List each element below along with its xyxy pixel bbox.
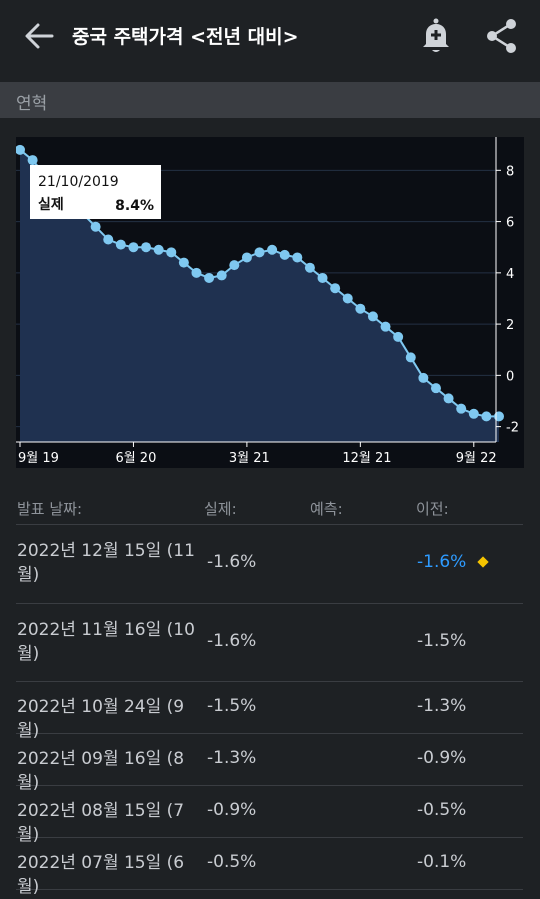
header-forecast: 예측:: [310, 500, 343, 518]
tooltip-box: [30, 165, 161, 219]
data-point: [178, 257, 189, 268]
data-point: [405, 352, 416, 363]
data-point: [330, 283, 341, 294]
data-point: [267, 244, 278, 255]
y-tick-label: 2: [506, 318, 514, 333]
y-tick-label: 6: [506, 216, 514, 231]
app-bar: 중국 주택가격 <전년 대비>: [0, 0, 540, 72]
data-point: [16, 144, 25, 155]
header-previous: 이전:: [416, 500, 449, 518]
data-point: [90, 221, 101, 232]
data-point: [166, 247, 177, 258]
data-point: [128, 242, 139, 253]
data-point: [27, 155, 38, 166]
row-date: 2022년 07월 15일 (6월): [17, 853, 185, 897]
tooltip-label: 실제: [38, 197, 64, 213]
data-point: [355, 303, 366, 314]
row-date: 2022년 09월 16일 (8월): [17, 749, 185, 793]
data-point: [254, 247, 265, 258]
row-previous: -1.5%: [417, 631, 467, 651]
x-tick-label: 6월 20: [115, 451, 156, 466]
tooltip-date: 21/10/2019: [38, 174, 119, 190]
data-point: [418, 372, 429, 383]
data-point: [279, 249, 290, 260]
row-actual: -0.5%: [207, 852, 257, 872]
x-tick-label: 3월 21: [229, 451, 270, 466]
section-header: 연혁: [0, 82, 540, 118]
table-row[interactable]: 2022년 12월 15일 (11월) -1.6% -1.6%: [16, 525, 523, 604]
section-label: 연혁: [16, 94, 48, 114]
revision-diamond-icon: [477, 556, 489, 568]
history-chart[interactable]: 8 6 4 2 0 -2 9월 19 6월 20 3월 21 12월 21 9월 22 21/10/2…: [16, 137, 524, 468]
row-date: 2022년 10월 24일 (9월): [17, 697, 185, 741]
table-row[interactable]: 2022년 11월 16일 (10월) -1.6% -1.5%: [16, 604, 523, 682]
data-point: [443, 393, 454, 404]
y-tick-label: 0: [506, 369, 514, 384]
row-previous: -0.9%: [417, 748, 467, 768]
data-point: [241, 252, 252, 263]
y-tick-label: -2: [506, 421, 519, 436]
data-point: [292, 252, 303, 263]
data-point: [380, 321, 391, 332]
data-point: [367, 311, 378, 322]
area-fill: [20, 149, 499, 442]
data-point: [317, 272, 328, 283]
row-actual: -1.6%: [207, 552, 257, 572]
data-point: [468, 408, 479, 419]
data-point: [430, 383, 441, 394]
row-previous: -1.3%: [417, 696, 467, 716]
table-row[interactable]: 2022년 07월 15일 (6월) -0.5% -0.1%: [16, 838, 523, 897]
y-tick-label: 8: [506, 164, 514, 179]
row-previous: -1.6%: [417, 552, 467, 572]
row-previous: -0.1%: [417, 852, 467, 872]
row-date: 2022년 12월 15일 (11월): [17, 541, 195, 585]
release-table: 발표 날짜: 실제: 예측: 이전: 2022년 12월 15일 (11월) -1…: [16, 492, 523, 897]
table-row[interactable]: 2022년 09월 16일 (8월) -1.3% -0.9%: [16, 734, 523, 793]
data-point: [456, 403, 467, 414]
tooltip-value: 8.4%: [115, 198, 154, 214]
row-previous: -0.5%: [417, 800, 467, 820]
data-point: [115, 239, 126, 250]
x-tick-label: 9월 22: [456, 451, 497, 466]
header-actual: 실제:: [204, 500, 237, 518]
arrow-left-icon[interactable]: [18, 14, 62, 58]
x-tick-label: 9월 19: [18, 451, 59, 466]
data-point: [304, 262, 315, 273]
table-row[interactable]: 2022년 10월 24일 (9월) -1.5% -1.3%: [16, 682, 523, 741]
table-header: 발표 날짜: 실제: 예측: 이전:: [16, 492, 523, 525]
row-date: 2022년 11월 16일 (10월): [17, 620, 195, 664]
data-point: [342, 293, 353, 304]
data-point: [393, 331, 404, 342]
data-point: [229, 260, 240, 271]
data-point: [103, 234, 114, 245]
page-title: 중국 주택가격 <전년 대비>: [72, 26, 299, 48]
data-point: [141, 242, 152, 253]
data-point: [481, 411, 492, 422]
row-actual: -1.3%: [207, 748, 257, 768]
row-actual: -0.9%: [207, 800, 257, 820]
data-point: [191, 267, 202, 278]
row-actual: -1.6%: [207, 631, 257, 651]
data-point: [204, 272, 215, 283]
header-date: 발표 날짜:: [17, 500, 83, 518]
bell-plus-icon[interactable]: [414, 14, 458, 58]
x-tick-label: 12월 21: [342, 451, 391, 466]
data-point: [216, 270, 227, 281]
share-icon[interactable]: [480, 14, 524, 58]
table-row[interactable]: 2022년 08월 15일 (7월) -0.9% -0.5%: [16, 786, 523, 845]
row-date: 2022년 08월 15일 (7월): [17, 801, 185, 845]
y-tick-label: 4: [506, 267, 514, 282]
row-actual: -1.5%: [207, 696, 257, 716]
data-point: [153, 244, 164, 255]
